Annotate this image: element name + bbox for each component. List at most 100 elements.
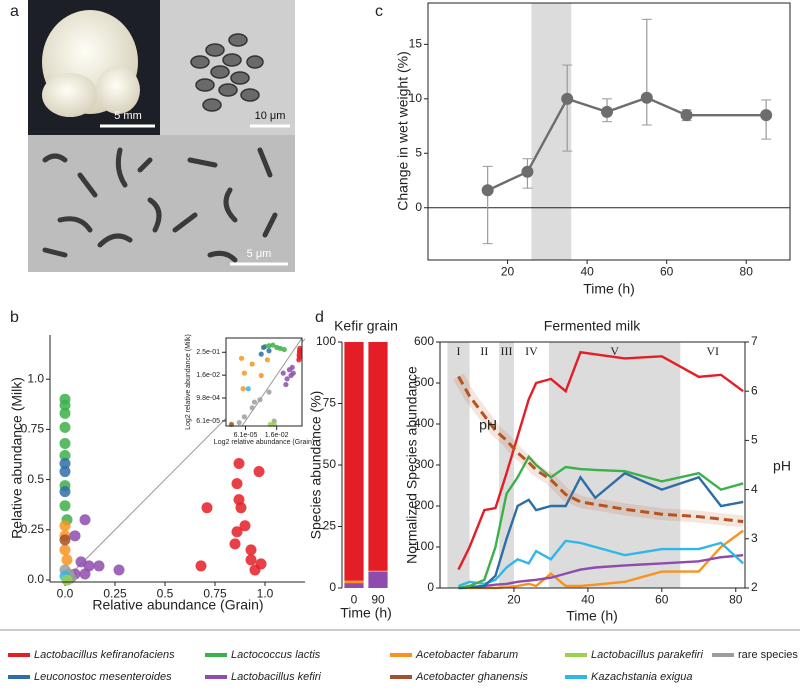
point <box>195 560 207 572</box>
bar-segment <box>368 572 388 588</box>
bar-segment <box>344 583 364 588</box>
y-tick-label: 0.25 <box>21 522 45 536</box>
reference-line <box>241 337 303 427</box>
y-tick-label: 6.1e-05 <box>196 418 220 425</box>
y-tick-label: 0 <box>427 580 434 594</box>
point <box>253 466 265 478</box>
point <box>79 514 91 526</box>
x-tick-label: 80 <box>740 264 754 278</box>
panel-label: c <box>375 3 383 20</box>
x-tick-label: 1.0 <box>257 586 274 600</box>
point <box>93 560 105 572</box>
point <box>270 342 276 348</box>
stage-shade <box>549 342 681 588</box>
point <box>283 381 289 388</box>
annotation: pH <box>479 416 497 432</box>
x-tick-label: 40 <box>580 264 594 278</box>
legend-label: Acetobacter fabarum <box>415 649 518 661</box>
panel-label: a <box>10 3 19 20</box>
y-tick-label: 0.75 <box>21 422 45 436</box>
point <box>236 419 242 426</box>
y-axis-label: Relative abundance (Milk) <box>9 377 25 539</box>
y2-tick-label: 4 <box>751 482 758 496</box>
shaded-region <box>531 3 572 260</box>
point <box>481 184 494 197</box>
point <box>680 109 693 122</box>
point <box>233 458 245 470</box>
point <box>255 558 267 570</box>
point <box>59 437 71 449</box>
plot-frame <box>225 337 303 427</box>
x-tick-label: 0 <box>351 592 358 606</box>
scale-bar-label: 5 μm <box>247 248 272 260</box>
y-axis-label: Log2 relative abundance (Milk) <box>185 334 192 430</box>
y-tick-label: 400 <box>414 416 434 430</box>
point <box>258 372 264 379</box>
point <box>59 500 71 512</box>
point <box>277 345 283 351</box>
series-line <box>457 350 744 571</box>
chart-title: Fermented milk <box>544 318 641 334</box>
chart-line: 20 40 60 80 0 5 10 15 Time (h) Change in wet weig… <box>375 2 791 297</box>
point <box>289 364 295 371</box>
legend-label: Kazachstania exigua <box>591 671 693 683</box>
legend-label: Lactobacillus kefiranofaciens <box>34 649 175 661</box>
y-tick-label: 50 <box>323 457 337 471</box>
plot-frame <box>427 2 791 261</box>
y2-tick-label: 5 <box>751 433 758 447</box>
series-line <box>458 454 744 590</box>
x-tick-label: 0.0 <box>57 586 74 600</box>
x-tick-label: 60 <box>655 592 669 606</box>
bar-segment <box>368 342 388 571</box>
y-tick-label: 9.8e-04 <box>196 395 220 402</box>
stage-shade <box>447 342 470 588</box>
x-tick-label: 80 <box>729 592 743 606</box>
point <box>264 357 271 363</box>
y-axis-label: Normalized Species abundance <box>404 366 420 564</box>
point <box>59 466 71 478</box>
point <box>640 91 653 104</box>
point <box>69 530 81 542</box>
y2-tick-label: 7 <box>751 334 758 348</box>
point <box>296 348 303 354</box>
scale-bar-label: 10 μm <box>255 110 286 122</box>
x-tick-label: 1.6e-02 <box>265 432 289 439</box>
y-tick-label: 1.0 <box>27 371 44 385</box>
point <box>59 520 71 532</box>
stage-shade <box>499 342 514 588</box>
point <box>266 389 272 395</box>
y-tick-label: 2.5e-01 <box>196 349 220 356</box>
x-tick-label: 0.25 <box>103 586 127 600</box>
point <box>245 554 257 566</box>
y-tick-label: 600 <box>414 334 434 348</box>
y-tick-label: 25 <box>323 519 337 533</box>
point <box>201 502 213 514</box>
x-tick-label: 20 <box>501 264 515 278</box>
point <box>59 421 71 433</box>
x-tick-label: 0.5 <box>157 586 174 600</box>
stage-label: IV <box>525 344 538 358</box>
point <box>238 355 245 361</box>
point <box>61 574 73 586</box>
legend-label: Acetobacter ghanensis <box>415 671 528 683</box>
point <box>79 568 91 580</box>
point <box>113 564 125 576</box>
stage-label: I <box>456 344 460 358</box>
x-tick-label: 60 <box>660 264 674 278</box>
y-tick-label: 100 <box>414 539 434 553</box>
point <box>59 534 71 546</box>
series-line <box>458 471 744 590</box>
point <box>266 343 272 349</box>
grain <box>42 73 98 117</box>
scale-bar-label: 5 mm <box>114 110 142 122</box>
y-tick-label: 0.5 <box>27 472 44 486</box>
point <box>601 105 614 118</box>
point <box>280 370 286 376</box>
panel-label: d <box>315 309 324 326</box>
point <box>760 109 773 122</box>
stage-label: V <box>610 344 619 358</box>
